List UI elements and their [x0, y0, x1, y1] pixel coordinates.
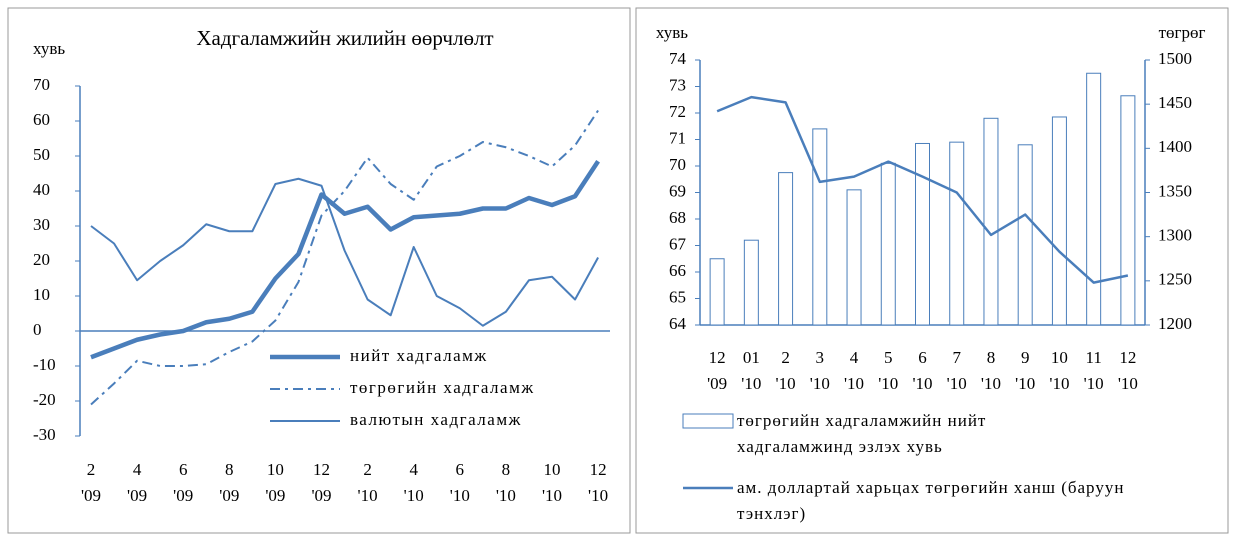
x-tick-label: 12 '10 [588, 460, 609, 505]
y-tick-label: 70 [669, 155, 686, 174]
x-tick-label: 12 '10 [1117, 348, 1138, 393]
y-tick-label: 73 [669, 75, 686, 94]
y-tick-label: -10 [33, 355, 56, 374]
bar [915, 142, 930, 326]
x-tick-label: 8 '10 [980, 348, 1001, 393]
x-tick-label: 4 '10 [403, 460, 424, 505]
y-axis-label: хувь [33, 39, 65, 58]
bar [1086, 72, 1102, 326]
y-tick-label: -20 [33, 390, 56, 409]
bar [1017, 144, 1033, 326]
y-tick-label: 60 [33, 110, 50, 129]
x-tick-label: 10 '10 [1049, 348, 1070, 393]
x-tick-label: 2 '10 [357, 460, 378, 505]
bar [949, 141, 965, 326]
y-tick-label: 65 [669, 287, 686, 306]
y-tick-label: 67 [669, 234, 687, 253]
y-tick-label: 64 [669, 314, 687, 333]
y-tick-label: 71 [669, 128, 686, 147]
bar [812, 128, 828, 326]
y-axis-label: хувь [656, 23, 688, 42]
legend-label: нийт хадгаламж [350, 346, 488, 365]
bar [1051, 116, 1067, 326]
y-tick-label: -30 [33, 425, 56, 444]
x-tick-label: 9 '10 [1015, 348, 1036, 393]
y2-tick-label: 1350 [1158, 181, 1192, 200]
series-line [90, 109, 599, 406]
y-tick-label: 0 [33, 320, 42, 339]
bar [846, 189, 862, 326]
legend-label: ам. доллартай харьцах төгрөгийн ханш (ба… [737, 478, 1125, 523]
legend-label: төгрөгийн хадгаламжийн нийт хадгаламжинд… [737, 411, 987, 456]
x-tick-label: 6 '09 [173, 460, 194, 505]
x-tick-label: 11 '10 [1083, 348, 1104, 393]
panel-border [7, 7, 631, 534]
bar [880, 162, 896, 326]
y-tick-label: 30 [33, 215, 50, 234]
legend-swatch [682, 413, 734, 429]
x-tick-label: 6 '10 [912, 348, 933, 393]
series-line [90, 160, 600, 360]
y-tick-label: 10 [33, 285, 50, 304]
y2-tick-label: 1300 [1158, 226, 1192, 245]
x-tick-label: 5 '10 [878, 348, 899, 393]
legend-label: валютын хадгаламж [350, 410, 522, 429]
legend-label: төгрөгийн хадгаламж [350, 378, 535, 397]
bar [743, 239, 759, 326]
x-tick-label: 10 '09 [265, 460, 286, 505]
y-tick-label: 50 [33, 145, 50, 164]
x-tick-label: 12 '09 [311, 460, 332, 505]
x-tick-label: 12 '09 [707, 348, 728, 393]
y2-tick-label: 1200 [1158, 314, 1192, 333]
bar [1120, 95, 1136, 326]
y2-tick-label: 1250 [1158, 270, 1192, 289]
x-tick-label: 6 '10 [449, 460, 470, 505]
x-tick-label: 2 '09 [80, 460, 102, 505]
y-tick-label: 20 [33, 250, 50, 269]
x-tick-label: 4 '09 [127, 460, 148, 505]
series-line [716, 95, 1129, 284]
x-tick-label: 8 '10 [495, 460, 516, 505]
y-tick-label: 40 [33, 180, 50, 199]
bar [983, 117, 999, 326]
bar [778, 172, 794, 326]
x-tick-label: 4 '10 [843, 348, 865, 393]
panel-border [635, 7, 1229, 534]
y-tick-label: 70 [33, 75, 50, 94]
x-tick-label: 8 '09 [219, 460, 240, 505]
x-tick-label: 2 '10 [775, 348, 796, 393]
series-line [90, 177, 599, 327]
y2-tick-label: 1400 [1158, 137, 1192, 156]
y-tick-label: 74 [669, 49, 687, 68]
y-tick-label: 69 [669, 181, 686, 200]
bar [709, 258, 725, 326]
chart-title: Хадгаламжийн жилийн өөрчлөлт [196, 26, 493, 50]
y-tick-label: 66 [669, 261, 686, 280]
y-tick-label: 68 [669, 208, 686, 227]
y2-tick-label: 1500 [1158, 49, 1192, 68]
y2-axis-label: төгрөг [1159, 23, 1206, 42]
x-tick-label: 10 '10 [541, 460, 563, 505]
x-tick-label: 7 '10 [946, 348, 967, 393]
y2-tick-label: 1450 [1158, 93, 1192, 112]
x-tick-label: 3 '10 [809, 348, 830, 393]
x-tick-label: 01 '10 [741, 348, 762, 393]
y-tick-label: 72 [669, 102, 686, 121]
